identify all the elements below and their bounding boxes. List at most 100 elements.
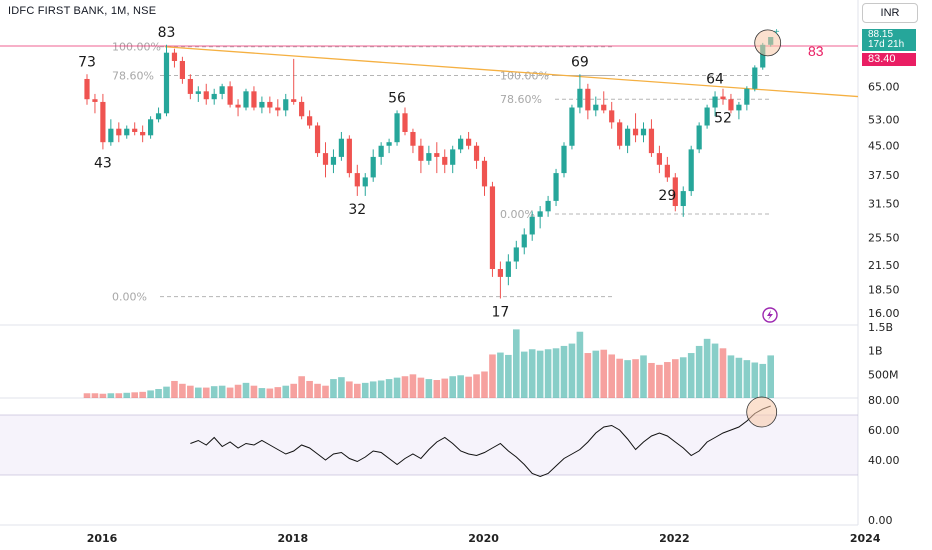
volume-bar <box>179 383 186 398</box>
candle-body <box>497 269 503 277</box>
candle-body <box>108 128 114 143</box>
candle-body <box>171 52 178 61</box>
volume-bar <box>218 385 226 398</box>
last-price-value: 88.15 <box>868 29 894 40</box>
candle-body <box>291 99 297 102</box>
highlight-circle <box>754 29 782 57</box>
volume-bar <box>290 383 297 398</box>
volume-bar <box>338 377 345 398</box>
candle-body <box>132 128 138 132</box>
volume-bar <box>687 353 695 398</box>
volume-bar <box>672 359 679 398</box>
volume-bar <box>520 351 528 398</box>
volume-bar <box>735 357 743 398</box>
volume-bar <box>489 354 496 398</box>
price-tick-label: 65.00 <box>868 80 900 93</box>
candle-body <box>354 173 360 187</box>
candle-body <box>521 234 527 248</box>
candle-body <box>179 60 185 79</box>
candle-body <box>100 101 106 143</box>
volume-bar <box>497 352 504 398</box>
candle-body <box>203 91 209 100</box>
volume-bar <box>592 350 600 398</box>
swing-label: 73 <box>78 54 96 70</box>
volume-bar <box>703 338 711 398</box>
fib-level-label: 100.00% <box>500 69 549 82</box>
candle-body <box>155 113 162 120</box>
volume-bar <box>417 377 425 398</box>
volume-bar <box>616 358 623 398</box>
candle-body <box>632 128 639 136</box>
currency-button[interactable]: INR <box>862 3 918 23</box>
candle-body <box>593 104 599 111</box>
volume-bar <box>457 375 464 398</box>
candle-body <box>473 145 480 161</box>
volume-bar <box>139 391 146 398</box>
volume-bar <box>751 362 759 398</box>
volume-bar <box>664 362 671 398</box>
volume-bar <box>505 354 512 398</box>
price-tick-label: 21.50 <box>868 259 900 272</box>
rsi-tick-label: 60.00 <box>868 424 900 437</box>
volume-tick-label: 1B <box>868 345 883 358</box>
fib-level-label: 100.00% <box>112 41 161 54</box>
candle-body <box>299 101 305 117</box>
target-label: 83 <box>808 43 824 59</box>
candle-body <box>307 116 313 126</box>
rsi-tick-label: 80.00 <box>868 394 900 407</box>
candle-body <box>728 99 734 111</box>
candle-body <box>720 96 726 100</box>
volume-bar <box>131 392 138 398</box>
candle-body <box>545 200 551 212</box>
volume-bar <box>743 360 751 398</box>
volume-bar <box>123 392 131 398</box>
price-tick-label: 45.00 <box>868 140 900 153</box>
swing-label: 32 <box>348 202 366 218</box>
volume-bar <box>99 393 107 398</box>
volume-bar <box>91 393 99 398</box>
candle-body <box>84 78 90 100</box>
candle-body <box>251 91 257 108</box>
volume-bar <box>401 376 409 398</box>
swing-label: 83 <box>158 25 176 41</box>
volume-bar <box>576 331 584 398</box>
candle-body <box>219 86 225 94</box>
lightning-icon <box>767 310 773 320</box>
candle-body <box>601 104 607 111</box>
candle-body <box>283 99 289 111</box>
plus-marker: + <box>774 27 780 38</box>
volume-bar <box>330 379 337 398</box>
candle-body <box>426 153 432 161</box>
volume-bar <box>250 385 258 398</box>
fib-level-label: 0.00% <box>112 291 147 304</box>
volume-bar <box>632 359 639 398</box>
candle-body <box>410 131 416 146</box>
volume-bar <box>202 387 210 398</box>
volume-bar <box>83 393 91 398</box>
trend-line <box>164 46 859 98</box>
volume-bar <box>187 385 194 398</box>
time-tick-label: 2022 <box>659 532 690 545</box>
volume-bar <box>314 383 321 398</box>
volume-bar <box>640 355 647 398</box>
price-tick-label: 37.50 <box>868 169 900 182</box>
rsi-line <box>190 405 771 478</box>
time-tick-label: 2016 <box>87 532 118 545</box>
lightning-icon <box>762 307 778 323</box>
volume-bar <box>298 376 305 398</box>
chart-title: IDFC FIRST BANK, 1M, NSE <box>8 5 157 17</box>
last-price-tag: 88.15 17d 21h <box>862 29 916 51</box>
price-tick-label: 31.50 <box>868 197 900 210</box>
price-tick-label: 16.00 <box>868 307 900 320</box>
volume-bar <box>115 393 123 398</box>
fib-level-label: 0.00% <box>500 208 535 221</box>
volume-bar <box>282 385 290 398</box>
candle-body <box>235 104 241 108</box>
swing-label: 52 <box>714 111 732 127</box>
volume-bar <box>528 349 536 398</box>
volume-bar <box>171 380 178 398</box>
volume-bar <box>465 376 472 398</box>
candle-countdown: 17d 21h <box>868 39 905 50</box>
candle-body <box>259 101 265 108</box>
